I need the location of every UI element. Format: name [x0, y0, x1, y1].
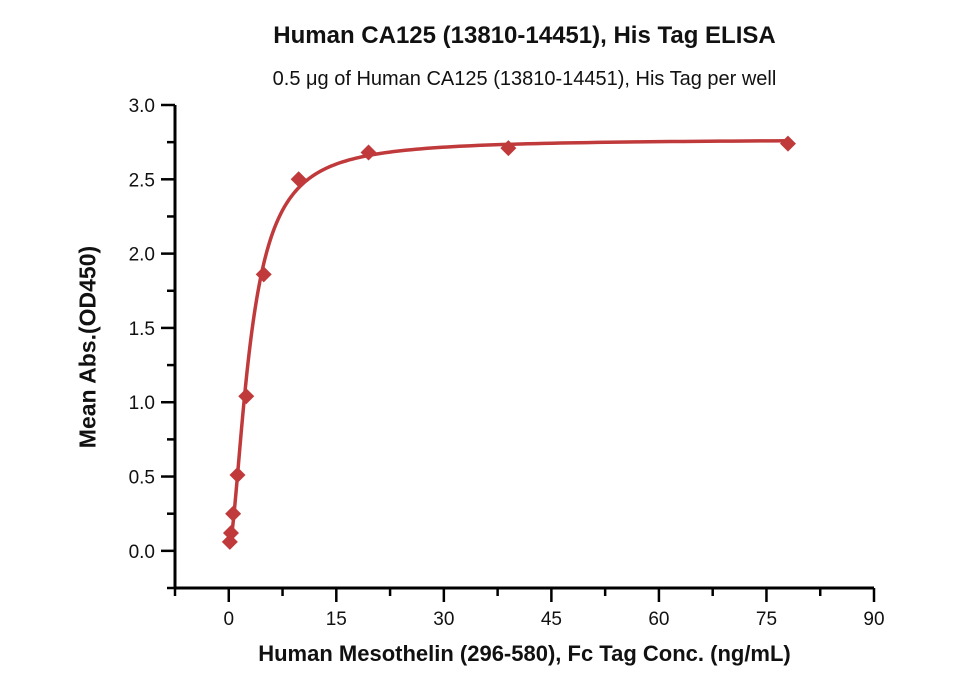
data-point: [779, 135, 796, 152]
y-tick-label: 3.0: [129, 96, 155, 117]
data-point: [290, 171, 307, 188]
data-point: [360, 144, 377, 161]
data-point: [238, 388, 255, 405]
x-tick-label: 30: [433, 609, 454, 630]
data-point: [222, 525, 239, 542]
chart-subtitle: 0.5 μg of Human CA125 (13810-14451), His…: [272, 68, 777, 90]
chart-title: Human CA125 (13810-14451), His Tag ELISA: [273, 22, 776, 49]
y-tick-label: 0.0: [129, 542, 155, 563]
y-tick-label: 2.0: [129, 245, 155, 266]
x-tick-label: 75: [756, 609, 777, 630]
y-tick-label: 0.5: [129, 468, 155, 489]
x-axis-title: Human Mesothelin (296-580), Fc Tag Conc.…: [258, 641, 791, 666]
data-point: [500, 140, 517, 157]
x-tick-label: 90: [863, 609, 884, 630]
data-point: [225, 505, 242, 522]
x-tick-label: 45: [541, 609, 562, 630]
y-tick-label: 1.5: [129, 319, 155, 340]
data-point: [255, 266, 272, 283]
y-tick-label: 2.5: [129, 170, 155, 191]
data-point: [229, 467, 246, 484]
x-tick-label: 0: [223, 609, 234, 630]
y-tick-label: 1.0: [129, 393, 155, 414]
fit-curve: [228, 139, 790, 548]
x-tick-label: 60: [648, 609, 669, 630]
x-tick-label: 15: [326, 609, 347, 630]
